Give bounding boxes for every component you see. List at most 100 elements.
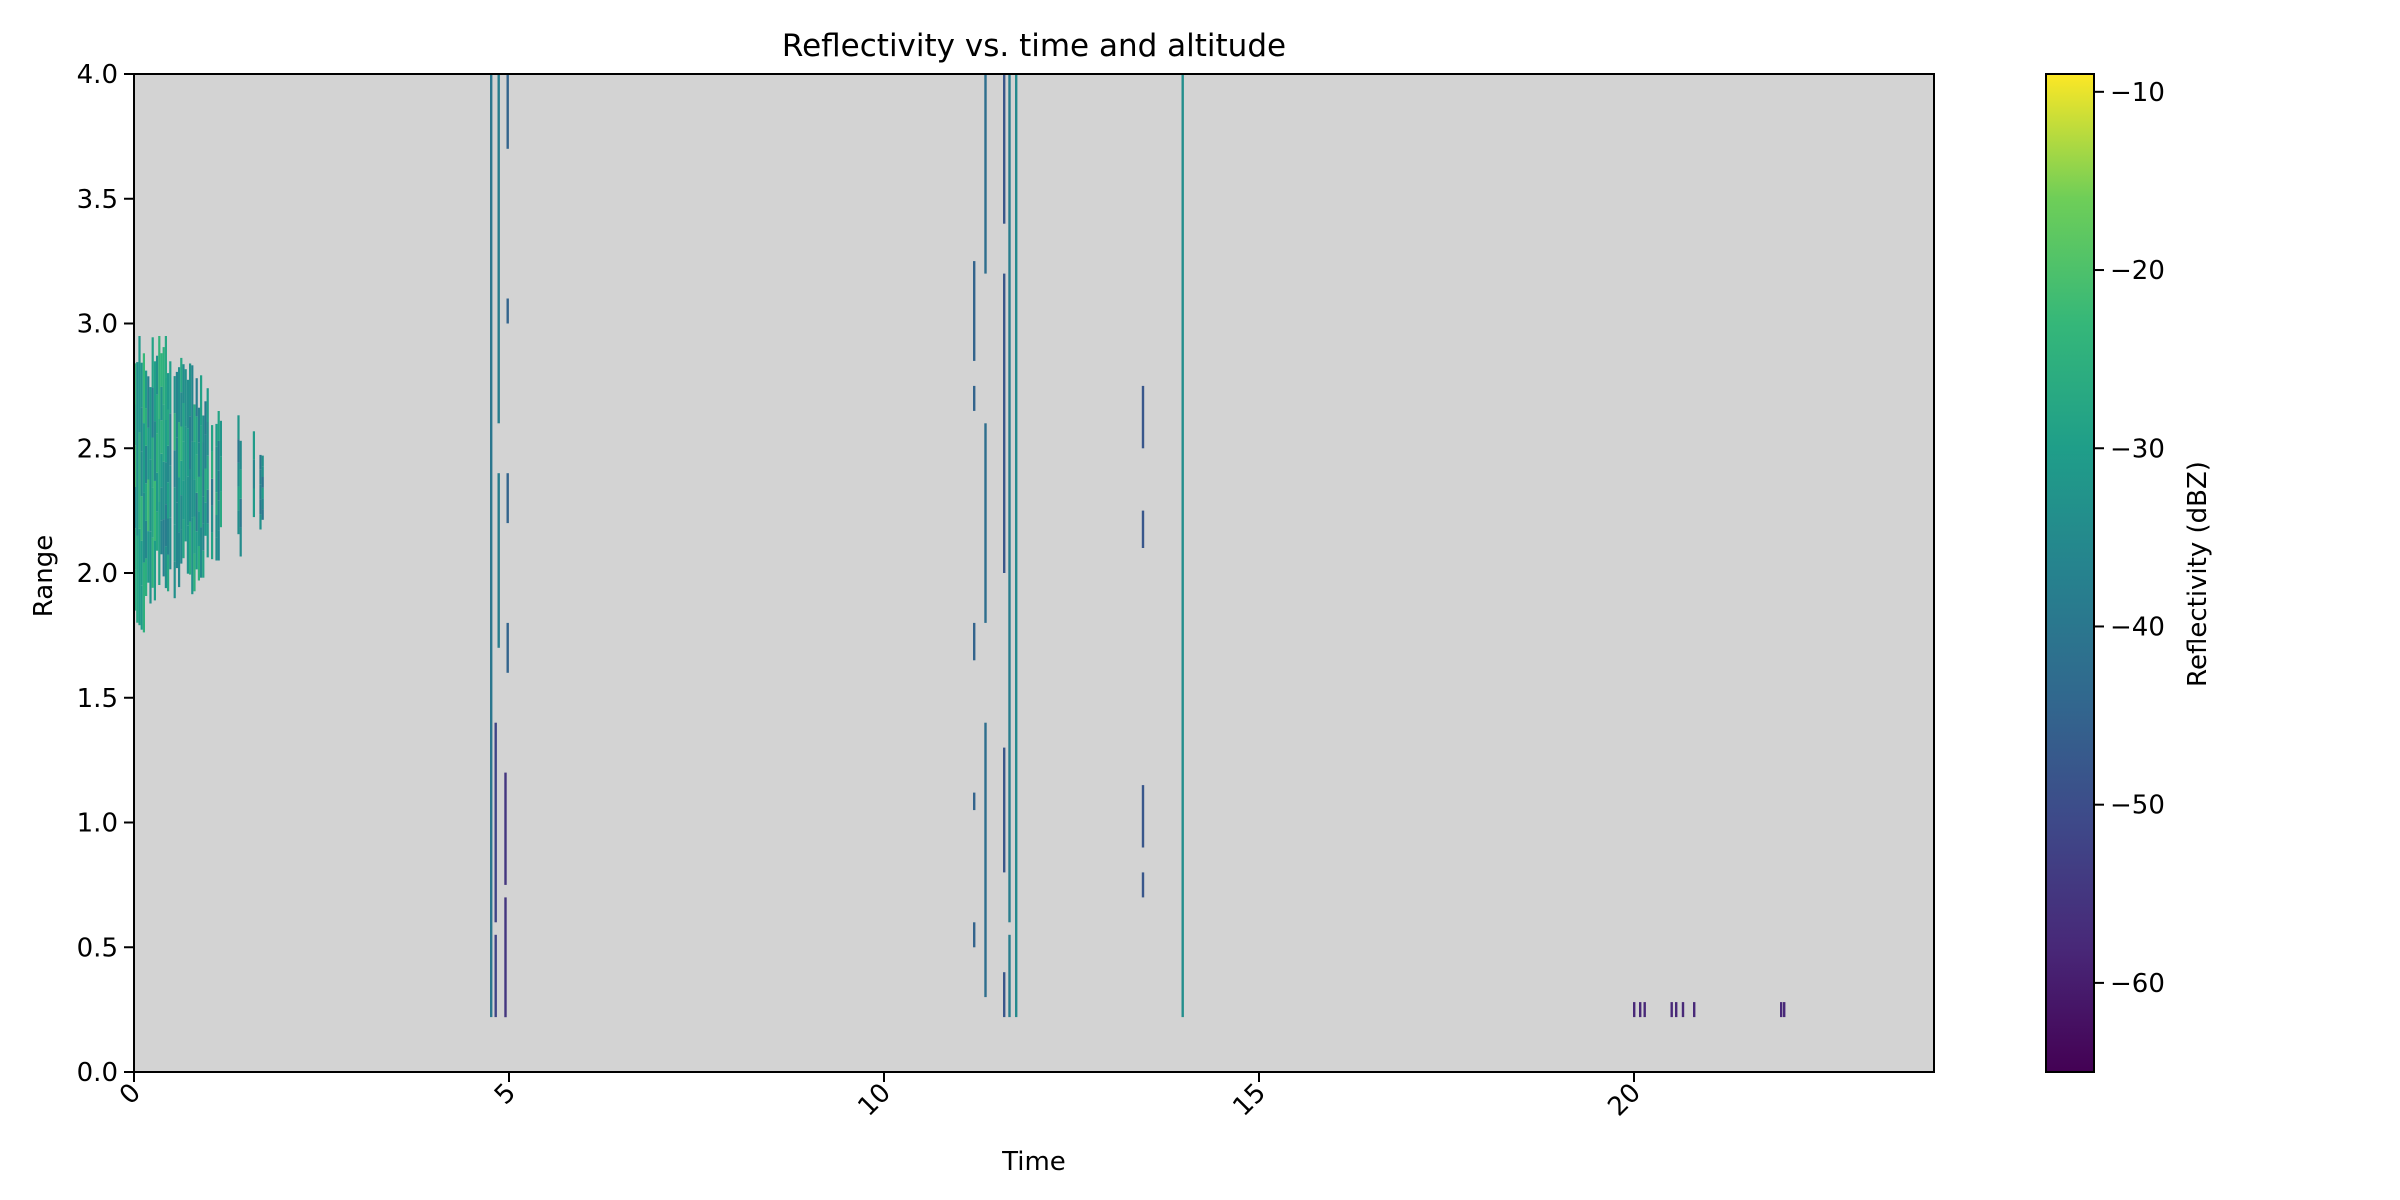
cloud-cell bbox=[237, 510, 240, 535]
reflectivity-data bbox=[134, 74, 1786, 1018]
cloud-cell bbox=[164, 420, 167, 462]
streak-segment bbox=[1693, 1002, 1696, 1018]
streak-segment bbox=[1141, 872, 1145, 898]
cloud-cell bbox=[149, 459, 152, 532]
streak-segment bbox=[1003, 972, 1006, 1018]
streak-segment bbox=[1003, 273, 1006, 573]
colorbar-label: Reflectivity (dBZ) bbox=[2183, 461, 2213, 687]
cloud-cell bbox=[158, 336, 161, 419]
streak-segment bbox=[1008, 934, 1011, 1018]
cloud-cell bbox=[167, 445, 170, 483]
streak-segment bbox=[1780, 1002, 1783, 1018]
cloud-cell bbox=[180, 460, 183, 496]
cloud-cell bbox=[193, 441, 196, 480]
cloud-cell bbox=[215, 469, 218, 493]
streak-segment bbox=[1670, 1002, 1673, 1018]
cloud-cell bbox=[200, 375, 203, 426]
streak-segment bbox=[1141, 385, 1145, 449]
streak-segment bbox=[1141, 510, 1145, 548]
cloud-cell bbox=[175, 371, 178, 438]
cloud-cell bbox=[259, 514, 262, 530]
cloud-cell bbox=[158, 502, 161, 585]
cloud-cell bbox=[200, 527, 203, 578]
cloud-cell bbox=[151, 337, 154, 388]
streak-segment bbox=[506, 298, 509, 324]
cloud-cell bbox=[197, 442, 200, 477]
streak-segment bbox=[973, 622, 976, 661]
cloud-cell bbox=[140, 407, 143, 452]
cloud-cell bbox=[197, 511, 200, 546]
cloud-cell bbox=[239, 527, 242, 557]
cloud-cell bbox=[158, 419, 161, 502]
cloud-cell bbox=[211, 505, 214, 533]
cloud-cell bbox=[164, 378, 167, 420]
x-tick-label: 10 bbox=[852, 1078, 897, 1123]
cloud-cell bbox=[206, 455, 209, 490]
y-tick-label: 4.0 bbox=[77, 60, 118, 90]
x-tick-label: 20 bbox=[1602, 1078, 1647, 1123]
colorbar-ticks: −10 −20 −30 −40 −50 −60 bbox=[2094, 78, 2165, 999]
cloud-cell bbox=[202, 442, 205, 470]
cloud-cell bbox=[211, 451, 214, 479]
streak-segment bbox=[1015, 74, 1018, 1018]
streak-segment bbox=[506, 473, 509, 524]
cloud-cell bbox=[140, 585, 143, 630]
y-tick-label: 0.0 bbox=[77, 1058, 118, 1088]
cloud-cell bbox=[160, 353, 163, 387]
cloud-cell bbox=[215, 537, 218, 561]
cloud-cell bbox=[134, 363, 137, 405]
colorbar-tick-label: −60 bbox=[2110, 969, 2165, 999]
cloud-cell bbox=[186, 525, 189, 574]
cloud-cell bbox=[206, 388, 209, 422]
streak-segment bbox=[984, 722, 987, 998]
cloud-cell bbox=[215, 492, 218, 515]
cloud-cell bbox=[167, 518, 170, 555]
cloud-cell bbox=[160, 386, 163, 421]
cloud-cell bbox=[200, 425, 203, 477]
streak-segment bbox=[494, 934, 497, 1018]
cloud-cell bbox=[191, 441, 194, 518]
streak-segment bbox=[1003, 747, 1006, 873]
cloud-cell bbox=[219, 456, 222, 492]
cloud-cell bbox=[156, 433, 159, 473]
streak-segment bbox=[504, 897, 507, 1018]
cloud-cell bbox=[164, 546, 167, 589]
cloud-cell bbox=[169, 413, 172, 466]
cloud-cell bbox=[237, 462, 240, 487]
cloud-cell bbox=[169, 517, 172, 570]
cloud-cell bbox=[136, 362, 139, 449]
cloud-cell bbox=[178, 477, 181, 533]
colorbar-tick-label: −40 bbox=[2110, 612, 2165, 642]
colorbar-tick-label: −50 bbox=[2110, 791, 2165, 821]
cloud-cell bbox=[153, 480, 156, 541]
cloud-cell bbox=[197, 476, 200, 512]
cloud-cell bbox=[261, 487, 264, 499]
cloud-cell bbox=[169, 465, 172, 518]
cloud-cell bbox=[140, 540, 143, 586]
cloud-cell bbox=[167, 409, 170, 446]
cloud-cell bbox=[136, 449, 139, 536]
cloud-cell bbox=[180, 392, 183, 427]
cloud-cell bbox=[259, 454, 262, 470]
colorbar-tick-label: −30 bbox=[2110, 434, 2165, 464]
cloud-cell bbox=[175, 437, 178, 503]
colorbar bbox=[2045, 73, 2095, 1073]
cloud-cell bbox=[142, 353, 145, 424]
cloud-cell bbox=[164, 462, 167, 505]
cloud-cell bbox=[151, 437, 154, 488]
x-tick-label: 5 bbox=[489, 1078, 522, 1111]
cloud-cell bbox=[184, 369, 187, 427]
y-tick-label: 0.5 bbox=[77, 933, 118, 963]
streak-segment bbox=[1181, 74, 1184, 1018]
streak-segment bbox=[984, 423, 987, 623]
cloud-cell bbox=[138, 528, 141, 626]
cloud-cell bbox=[175, 502, 178, 569]
x-axis-label: Time bbox=[1001, 1147, 1066, 1177]
streak-segment bbox=[1783, 1002, 1786, 1018]
cloud-cell bbox=[142, 562, 145, 633]
streak-segment bbox=[497, 473, 500, 648]
cloud-cell bbox=[167, 482, 170, 519]
y-axis-label: Range bbox=[29, 535, 59, 617]
cloud-cell bbox=[136, 535, 139, 623]
streak-segment bbox=[984, 74, 987, 274]
